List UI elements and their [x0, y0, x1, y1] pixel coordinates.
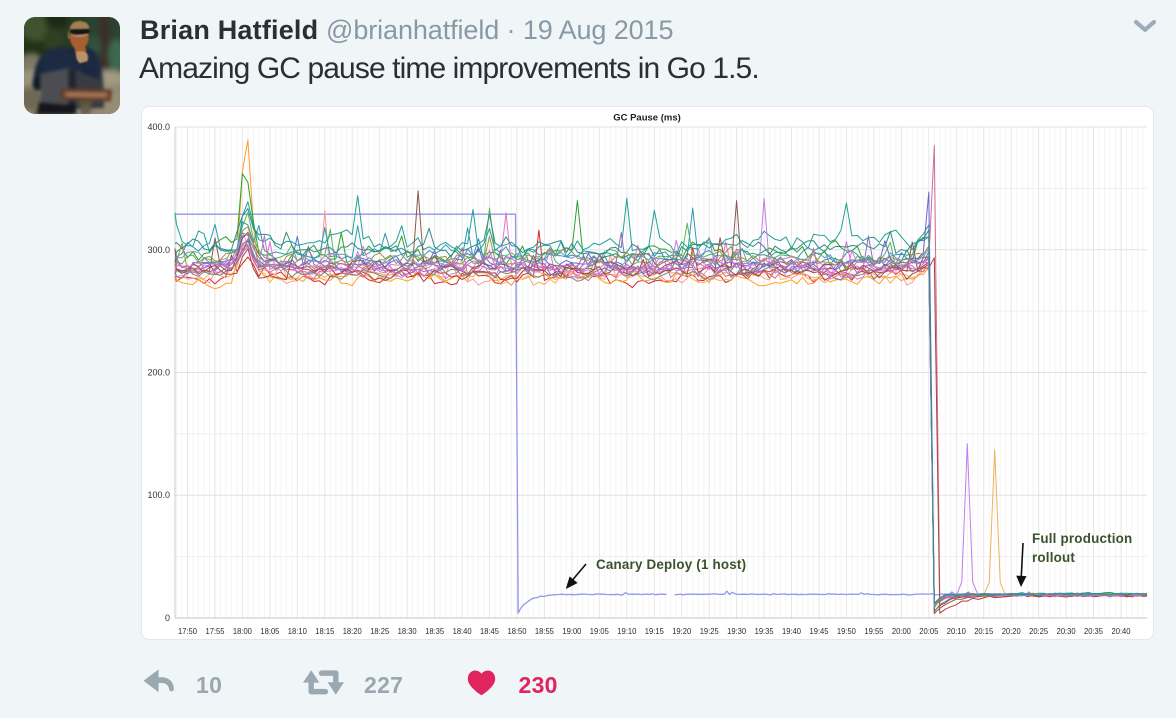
svg-text:19:30: 19:30 [727, 626, 746, 636]
svg-text:18:40: 18:40 [453, 626, 472, 636]
svg-text:rollout: rollout [1032, 550, 1075, 565]
svg-text:100.0: 100.0 [147, 490, 170, 500]
svg-text:19:00: 19:00 [562, 626, 581, 636]
svg-text:20:35: 20:35 [1084, 626, 1103, 636]
svg-text:18:35: 18:35 [425, 626, 444, 636]
svg-text:19:45: 19:45 [810, 626, 829, 636]
svg-text:18:45: 18:45 [480, 626, 499, 636]
svg-text:18:20: 18:20 [343, 626, 362, 636]
svg-text:200.0: 200.0 [147, 368, 170, 378]
svg-text:400.0: 400.0 [147, 122, 170, 132]
svg-text:19:20: 19:20 [672, 626, 691, 636]
svg-text:18:05: 18:05 [260, 626, 279, 636]
svg-text:20:10: 20:10 [947, 626, 966, 636]
svg-text:GC Pause (ms): GC Pause (ms) [613, 113, 681, 124]
svg-text:18:55: 18:55 [535, 626, 554, 636]
svg-text:17:55: 17:55 [206, 626, 225, 636]
svg-text:20:25: 20:25 [1029, 626, 1048, 636]
svg-text:18:10: 18:10 [288, 626, 307, 636]
svg-text:20:40: 20:40 [1112, 626, 1131, 636]
svg-text:300.0: 300.0 [147, 245, 170, 255]
svg-text:19:25: 19:25 [700, 626, 719, 636]
svg-text:0: 0 [165, 613, 170, 623]
svg-text:19:05: 19:05 [590, 626, 609, 636]
svg-text:20:05: 20:05 [919, 626, 938, 636]
svg-text:Full production: Full production [1032, 531, 1132, 546]
svg-text:19:50: 19:50 [837, 626, 856, 636]
svg-text:17:50: 17:50 [178, 626, 197, 636]
svg-text:18:15: 18:15 [315, 626, 334, 636]
svg-text:20:00: 20:00 [892, 626, 911, 636]
svg-text:19:40: 19:40 [782, 626, 801, 636]
svg-text:19:55: 19:55 [864, 626, 883, 636]
svg-text:Canary Deploy (1 host): Canary Deploy (1 host) [596, 557, 746, 572]
svg-text:20:20: 20:20 [1002, 626, 1021, 636]
svg-text:19:35: 19:35 [755, 626, 774, 636]
svg-text:18:00: 18:00 [233, 626, 252, 636]
svg-text:18:30: 18:30 [398, 626, 417, 636]
svg-text:20:30: 20:30 [1057, 626, 1076, 636]
svg-text:19:10: 19:10 [617, 626, 636, 636]
svg-text:20:15: 20:15 [974, 626, 993, 636]
svg-text:19:15: 19:15 [645, 626, 664, 636]
svg-text:18:50: 18:50 [508, 626, 527, 636]
svg-text:18:25: 18:25 [370, 626, 389, 636]
